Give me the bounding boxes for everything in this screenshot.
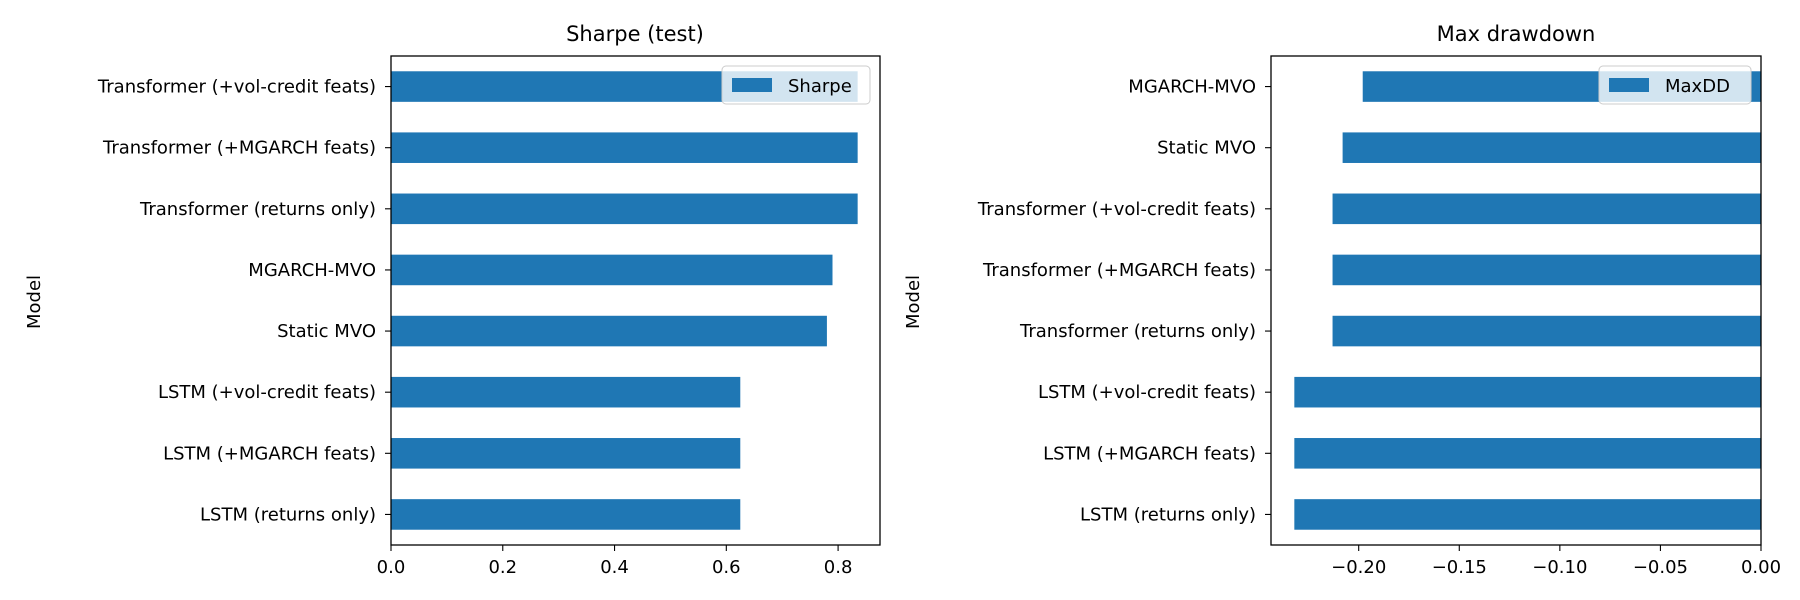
sharpe-bar-0	[391, 499, 741, 530]
sharpe-bar-2	[391, 376, 741, 408]
sharpe-chart-title: Sharpe (test)	[566, 22, 704, 46]
sharpe-bar-4	[391, 254, 833, 286]
maxdd-legend-swatch	[1609, 78, 1649, 92]
maxdd-legend-box	[1598, 65, 1752, 105]
maxdd-x-tick-label-3: −0.05	[1633, 557, 1688, 578]
sharpe-legend-label: Sharpe	[788, 76, 852, 97]
sharpe-x-tick-label-3: 0.6	[712, 557, 741, 578]
maxdd-chart-title: Max drawdown	[1437, 22, 1596, 46]
maxdd-category-label-0: LSTM (returns only)	[1080, 504, 1256, 525]
maxdd-category-label-5: Transformer (+vol-credit feats)	[977, 199, 1256, 220]
sharpe-bar-3	[391, 315, 827, 347]
maxdd-bar-3	[1332, 315, 1761, 347]
sharpe-category-label-1: LSTM (+MGARCH feats)	[163, 443, 376, 464]
maxdd-bar-2	[1294, 376, 1761, 408]
sharpe-y-ticks: LSTM (returns only) LSTM (+MGARCH feats) L…	[97, 77, 391, 525]
sharpe-bar-1	[391, 438, 741, 469]
sharpe-bars	[391, 71, 858, 530]
maxdd-x-tick-label-0: −0.20	[1331, 557, 1386, 578]
maxdd-bars	[1294, 71, 1761, 530]
maxdd-chart: Max drawdown Model LSTM (returns only)LS…	[903, 22, 1781, 578]
sharpe-category-label-2: LSTM (+vol-credit feats)	[158, 382, 376, 403]
sharpe-category-label-0: LSTM (returns only)	[200, 504, 376, 525]
sharpe-x-tick-label-1: 0.2	[488, 557, 517, 578]
maxdd-legend: MaxDD	[1598, 65, 1752, 105]
sharpe-chart: Sharpe (test) Model LSTM (returns only)L…	[24, 22, 881, 578]
maxdd-x-tick-label-1: −0.15	[1432, 557, 1487, 578]
sharpe-legend: Sharpe	[721, 65, 871, 105]
sharpe-y-axis-label: Model	[24, 275, 45, 329]
sharpe-bar-5	[391, 193, 858, 225]
sharpe-category-label-3: Static MVO	[277, 321, 376, 342]
sharpe-legend-box	[721, 65, 871, 105]
maxdd-bar-1	[1294, 438, 1761, 469]
maxdd-category-label-3: Transformer (returns only)	[1019, 321, 1256, 342]
sharpe-category-label-4: MGARCH-MVO	[248, 260, 376, 281]
sharpe-x-tick-label-0: 0.0	[377, 557, 406, 578]
maxdd-y-ticks: LSTM (returns only) LSTM (+MGARCH feats) L…	[977, 77, 1271, 525]
maxdd-plot-frame	[1270, 55, 1762, 546]
maxdd-category-label-1: LSTM (+MGARCH feats)	[1043, 443, 1256, 464]
maxdd-bar-0	[1294, 499, 1761, 530]
sharpe-category-label-6: Transformer (+MGARCH feats)	[102, 138, 376, 159]
maxdd-category-label-2: LSTM (+vol-credit feats)	[1038, 382, 1256, 403]
maxdd-bar-4	[1332, 254, 1761, 286]
sharpe-category-label-5: Transformer (returns only)	[139, 199, 376, 220]
maxdd-x-ticks: −0.20 −0.15 −0.10 −0.05 0.00	[1331, 545, 1781, 578]
sharpe-x-tick-label-2: 0.4	[600, 557, 629, 578]
maxdd-bar-5	[1332, 193, 1761, 225]
sharpe-category-label-7: Transformer (+vol-credit feats)	[97, 77, 376, 98]
maxdd-bar-6	[1342, 132, 1761, 163]
sharpe-plot-frame	[390, 55, 881, 546]
maxdd-x-tick-label-2: −0.10	[1532, 557, 1587, 578]
sharpe-x-ticks: 0.0 0.2 0.4 0.6 0.8	[377, 545, 853, 578]
sharpe-legend-swatch	[732, 78, 772, 92]
maxdd-category-label-4: Transformer (+MGARCH feats)	[982, 260, 1256, 281]
maxdd-category-label-6: Static MVO	[1157, 138, 1256, 159]
maxdd-x-tick-label-4: 0.00	[1741, 557, 1781, 578]
maxdd-category-label-7: MGARCH-MVO	[1128, 77, 1256, 98]
maxdd-legend-label: MaxDD	[1665, 76, 1730, 97]
maxdd-y-axis-label: Model	[903, 275, 924, 329]
sharpe-x-tick-label-4: 0.8	[824, 557, 853, 578]
sharpe-bar-6	[391, 132, 858, 163]
